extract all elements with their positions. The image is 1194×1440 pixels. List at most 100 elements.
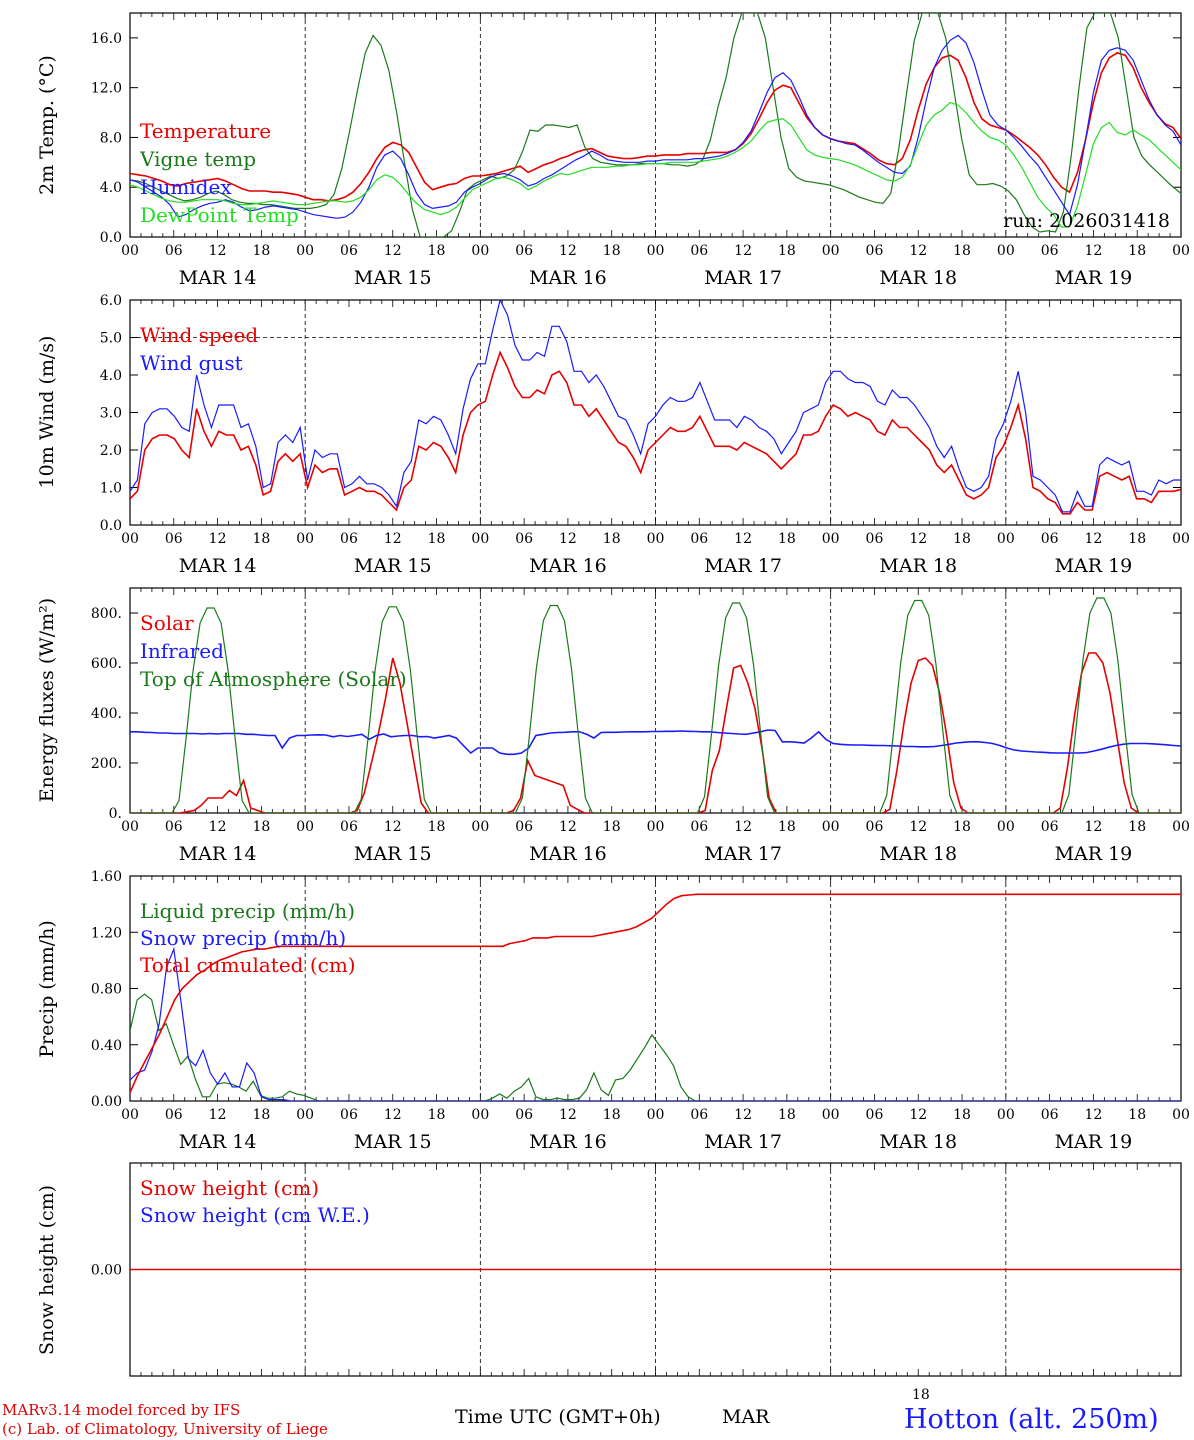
x-tick-label: 00 — [1172, 819, 1190, 835]
day-label: MAR 15 — [354, 267, 432, 289]
x-tick-label: 12 — [734, 819, 752, 835]
day-label: MAR 17 — [704, 267, 782, 289]
x-tick-label: 12 — [909, 819, 927, 835]
x-tick-label: 00 — [471, 531, 489, 547]
day-label: MAR 16 — [529, 1131, 607, 1153]
y-tick-label: 0.0 — [100, 518, 122, 534]
y-tick-label: 3.0 — [100, 406, 122, 422]
series-line-liquid-precip-mm-h- — [130, 993, 1181, 1101]
y-axis-label: 2m Temp. (°C) — [36, 55, 58, 195]
x-tick-label: 06 — [340, 243, 358, 259]
day-label: MAR 14 — [179, 555, 257, 577]
x-tick-label: 12 — [559, 1107, 577, 1123]
x-tick-label: 18 — [603, 1107, 621, 1123]
x-tick-label: 06 — [165, 531, 183, 547]
x-tick-label: 12 — [384, 819, 402, 835]
x-tick-label: 12 — [909, 1107, 927, 1123]
day-label: MAR 17 — [704, 555, 782, 577]
x-tick-label: 18 — [603, 819, 621, 835]
x-tick-label: 18 — [953, 819, 971, 835]
x-tick-label: 06 — [165, 243, 183, 259]
x-tick-label: 12 — [209, 531, 227, 547]
x-tick-label: 06 — [866, 819, 884, 835]
lab-credit: (c) Lab. of Climatology, University of L… — [2, 1420, 328, 1438]
day-number-label: 18 — [912, 1387, 930, 1403]
legend-entry: Total cumulated (cm) — [140, 953, 356, 977]
x-tick-label: 12 — [734, 243, 752, 259]
x-tick-label: 12 — [909, 243, 927, 259]
day-label: MAR 18 — [879, 267, 957, 289]
series-line-total-cumulated-cm- — [130, 893, 1181, 1093]
x-tick-label: 00 — [471, 243, 489, 259]
x-tick-label: 12 — [559, 243, 577, 259]
x-tick-label: 06 — [515, 819, 533, 835]
x-tick-label: 18 — [428, 531, 446, 547]
series-line-wind-speed — [130, 350, 1181, 515]
day-label: MAR 18 — [879, 1131, 957, 1153]
series-line-wind-gust — [130, 300, 1181, 513]
panel-energy: 0. 200. 400. 600. 800. Energy fluxes (W/m²) 00… — [36, 587, 1190, 865]
x-tick-label: 00 — [121, 1107, 139, 1123]
day-label: MAR 19 — [1055, 267, 1133, 289]
y-tick-label: 1.0 — [100, 481, 122, 497]
x-tick-label: 06 — [690, 243, 708, 259]
y-tick-label: 4.0 — [100, 180, 122, 196]
x-tick-label: 00 — [471, 1107, 489, 1123]
x-tick-label: 12 — [734, 531, 752, 547]
y-tick-label: 0.00 — [91, 1263, 122, 1279]
x-tick-label: 06 — [1041, 819, 1059, 835]
x-tick-label: 00 — [121, 531, 139, 547]
x-tick-label: 06 — [515, 1107, 533, 1123]
day-label: MAR 15 — [354, 1131, 432, 1153]
x-tick-label: 06 — [340, 819, 358, 835]
y-tick-label: 1.20 — [91, 925, 122, 941]
legend-entry: Vigne temp — [139, 147, 256, 171]
legend-entry: Solar — [140, 611, 194, 635]
y-tick-label: 16.0 — [91, 31, 122, 47]
legend-entry: DewPoint Temp — [140, 203, 299, 227]
station-title: Hotton (alt. 250m) — [904, 1404, 1159, 1435]
x-tick-label: 00 — [296, 819, 314, 835]
day-label: MAR 14 — [179, 267, 257, 289]
x-tick-label: 12 — [734, 1107, 752, 1123]
day-label: MAR 18 — [879, 555, 957, 577]
x-tick-label: 00 — [647, 819, 665, 835]
legend-entry: Infrared — [140, 639, 224, 663]
day-label: MAR 14 — [179, 1131, 257, 1153]
x-tick-label: 00 — [997, 1107, 1015, 1123]
y-tick-label: 1.60 — [91, 869, 122, 885]
x-tick-label: 00 — [997, 243, 1015, 259]
x-tick-label: 00 — [647, 1107, 665, 1123]
x-tick-label: 12 — [559, 819, 577, 835]
y-tick-label: 6.0 — [100, 293, 122, 309]
x-tick-label: 12 — [1085, 243, 1103, 259]
x-tick-label: 06 — [866, 243, 884, 259]
x-tick-label: 18 — [252, 531, 270, 547]
x-tick-label: 12 — [384, 243, 402, 259]
panel-snow: 0.00 Snow height (cm) Snow height (cm) Snow… — [36, 1162, 1182, 1377]
x-tick-label: 00 — [471, 819, 489, 835]
x-tick-label: 18 — [778, 819, 796, 835]
day-label: MAR 17 — [704, 843, 782, 865]
x-tick-label: 00 — [121, 819, 139, 835]
x-tick-label: 00 — [997, 819, 1015, 835]
x-tick-label: 12 — [1085, 531, 1103, 547]
y-axis-label: Snow height (cm) — [36, 1185, 58, 1355]
legend-entry: Snow precip (mm/h) — [140, 926, 346, 950]
x-tick-label: 00 — [1172, 531, 1190, 547]
x-tick-label: 12 — [209, 243, 227, 259]
time-axis-label: Time UTC (GMT+0h) — [455, 1406, 661, 1428]
x-tick-label: 06 — [866, 1107, 884, 1123]
x-tick-label: 06 — [690, 531, 708, 547]
day-label: MAR 19 — [1055, 843, 1133, 865]
x-tick-label: 06 — [1041, 243, 1059, 259]
x-tick-label: 00 — [647, 531, 665, 547]
x-tick-label: 18 — [428, 1107, 446, 1123]
legend-entry: Temperature — [140, 119, 271, 143]
x-tick-label: 00 — [296, 1107, 314, 1123]
y-tick-label: 5.0 — [100, 331, 122, 347]
day-label: MAR 14 — [179, 843, 257, 865]
x-tick-label: 18 — [1128, 531, 1146, 547]
y-axis-label: 10m Wind (m/s) — [36, 336, 58, 489]
x-tick-label: 12 — [384, 531, 402, 547]
